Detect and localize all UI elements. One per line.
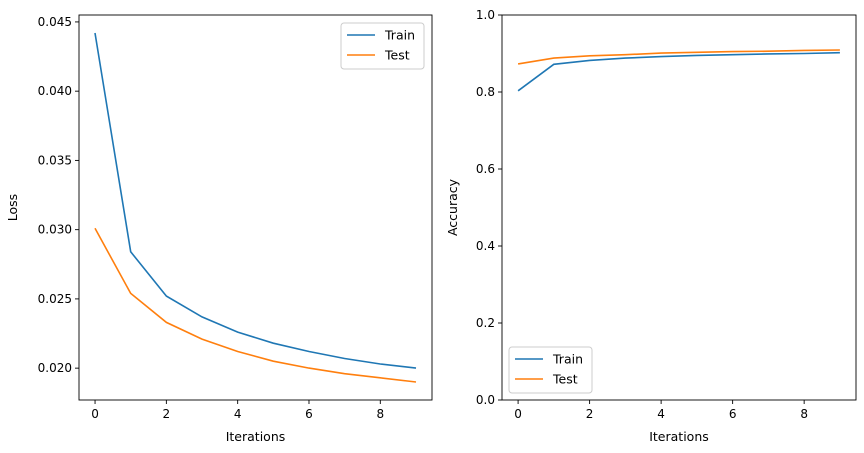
chart-accuracy: 0 2 4 6 8 0.0 0.2 0.4 0.6 0.8 1.0 Iterations Accurac… (445, 8, 857, 444)
x-tick-label: 4 (657, 407, 665, 421)
y-axis-label: Accuracy (445, 178, 460, 236)
x-tick-label: 2 (163, 407, 171, 421)
x-tick-label: 8 (376, 407, 384, 421)
legend-label: Test (552, 372, 578, 387)
x-tick-label: 6 (729, 407, 737, 421)
axes-frame (78, 14, 433, 401)
legend: Train Test (340, 22, 425, 70)
y-tick-label: 0.4 (476, 239, 495, 253)
x-tick-label: 6 (305, 407, 313, 421)
series-line-train (517, 51, 840, 92)
y-axis-label: Loss (5, 194, 20, 221)
y-tick-label: 0.040 (38, 84, 72, 98)
y-tick-label: 0.6 (476, 162, 495, 176)
axes-frame (501, 14, 857, 401)
y-tick-label: 0.0 (476, 393, 495, 407)
series-line-test (94, 227, 417, 383)
y-tick-label: 0.020 (38, 361, 72, 375)
y-tick-label: 0.045 (38, 15, 72, 29)
legend-label: Train (552, 352, 583, 367)
y-tick-label: 0.8 (476, 85, 495, 99)
y-tick-label: 0.030 (38, 223, 72, 237)
series-line-train (94, 32, 417, 369)
y-tick-label: 0.2 (476, 316, 495, 330)
x-tick-label: 0 (91, 407, 99, 421)
y-tick-label: 1.0 (476, 8, 495, 22)
x-axis-label: Iterations (649, 429, 709, 444)
x-tick-label: 0 (514, 407, 522, 421)
legend-label: Train (384, 28, 415, 43)
chart-loss: 0 2 4 6 8 0.020 0.025 0.030 0.035 0.040 0.045 Itera… (5, 14, 433, 444)
legend: Train Test (508, 346, 593, 394)
y-tick-label: 0.025 (38, 292, 72, 306)
legend-label: Test (384, 48, 410, 63)
x-tick-label: 4 (234, 407, 242, 421)
x-axis-label: Iterations (226, 429, 286, 444)
y-tick-label: 0.035 (38, 153, 72, 167)
x-tick-label: 8 (800, 407, 808, 421)
series-line-test (517, 49, 840, 65)
x-tick-label: 2 (586, 407, 594, 421)
